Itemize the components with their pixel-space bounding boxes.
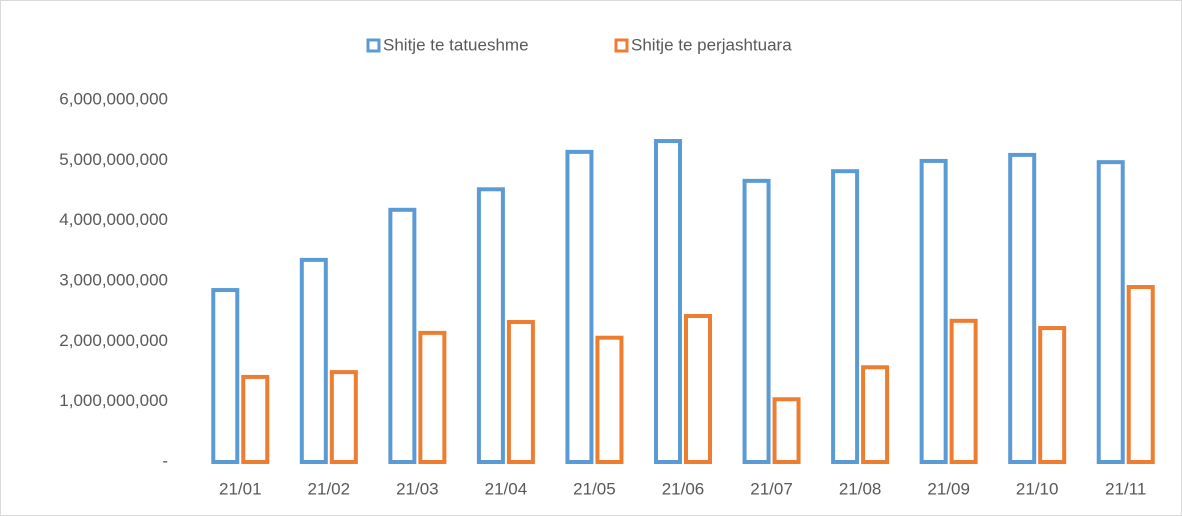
- y-tick-label: 6,000,000,000: [59, 89, 168, 108]
- bar: [506, 320, 535, 464]
- legend-label: Shitje te perjashtuara: [631, 35, 792, 54]
- legend-swatch: [614, 38, 629, 53]
- y-tick-label: 5,000,000,000: [59, 150, 168, 169]
- bar: [1008, 152, 1037, 465]
- x-tick-label: 21/06: [662, 479, 705, 498]
- y-tick-label: 1,000,000,000: [59, 391, 168, 410]
- bar: [861, 365, 890, 465]
- legend-label: Shitje te tatueshme: [383, 35, 529, 54]
- y-tick-label: 2,000,000,000: [59, 331, 168, 350]
- bar: [949, 318, 978, 464]
- bar: [476, 187, 505, 464]
- x-tick-label: 21/02: [308, 479, 351, 498]
- bar: [1038, 326, 1067, 464]
- bar: [388, 207, 417, 464]
- y-tick-label: -: [162, 451, 168, 470]
- x-tick-label: 21/01: [219, 479, 262, 498]
- bar: [772, 397, 801, 464]
- x-tick-label: 21/05: [573, 479, 616, 498]
- bar: [654, 139, 682, 464]
- bar: [565, 149, 594, 465]
- bar: [742, 178, 771, 464]
- x-tick-label: 21/11: [1105, 479, 1146, 498]
- bar: [299, 257, 328, 464]
- bar: [1126, 285, 1155, 464]
- bar: [211, 288, 240, 464]
- bar: [1096, 160, 1125, 464]
- x-tick-label: 21/10: [1016, 479, 1059, 498]
- x-tick-label: 21/04: [485, 479, 528, 498]
- x-tick-label: 21/07: [750, 479, 793, 498]
- legend-swatch: [366, 38, 381, 53]
- x-tick-label: 21/08: [839, 479, 882, 498]
- bar: [418, 330, 447, 464]
- x-tick-label: 21/03: [396, 479, 439, 498]
- y-tick-label: 3,000,000,000: [59, 270, 168, 289]
- bar: [329, 370, 358, 464]
- bar: [241, 374, 270, 464]
- x-tick-label: 21/09: [927, 479, 970, 498]
- bar: [919, 158, 948, 464]
- y-tick-label: 4,000,000,000: [59, 210, 168, 229]
- bar: [595, 335, 624, 465]
- bar: [684, 313, 712, 465]
- bar: [831, 169, 860, 464]
